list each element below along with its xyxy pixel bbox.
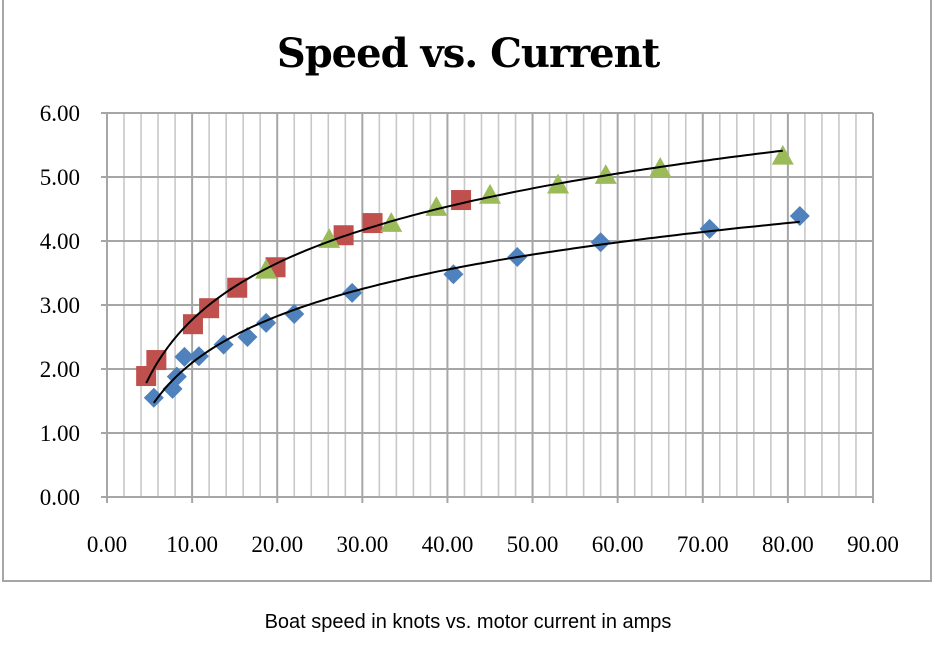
trendlines (145, 149, 800, 404)
square-marker (136, 366, 157, 387)
x-tick-label: 30.00 (336, 532, 388, 557)
y-tick-label: 0.00 (40, 485, 80, 510)
triangle-marker (594, 164, 617, 184)
x-tick-label: 90.00 (847, 532, 899, 557)
square-marker (199, 298, 220, 319)
x-tick-label: 40.00 (422, 532, 474, 557)
diamond-marker (590, 232, 611, 253)
y-tick-label: 2.00 (40, 357, 80, 382)
y-tick-label: 1.00 (40, 421, 80, 446)
diamond-marker (342, 282, 363, 303)
x-tick-label: 60.00 (592, 532, 644, 557)
triangle-marker (479, 183, 501, 204)
plot-area: 0.00 10.00 20.00 30.00 40.00 50.00 60.00 70.00 8… (40, 101, 899, 557)
square-marker (333, 225, 354, 246)
gridlines (101, 112, 874, 503)
x-tick-label: 10.00 (166, 532, 218, 557)
triangle-marker (425, 196, 448, 216)
upper-trend-line (145, 149, 783, 384)
chart-frame (2, 0, 932, 582)
diamond-marker (174, 346, 195, 367)
y-tick-label: 6.00 (40, 101, 80, 126)
chart-caption: Boat speed in knots vs. motor current in… (264, 611, 672, 633)
data-markers (136, 144, 810, 408)
axis-tick-labels: 0.00 10.00 20.00 30.00 40.00 50.00 60.00 70.00 8… (40, 101, 899, 557)
x-tick-label: 20.00 (251, 532, 303, 557)
x-tick-label: 80.00 (762, 532, 814, 557)
diamond-marker (699, 218, 720, 239)
square-marker (451, 190, 472, 211)
y-tick-label: 4.00 (40, 229, 80, 254)
x-tick-label: 0.00 (87, 532, 127, 557)
diamond-marker (143, 387, 164, 408)
chart-title: Speed vs. Current (276, 30, 660, 77)
lower-trend-line (152, 220, 800, 404)
x-tick-label: 50.00 (507, 532, 559, 557)
y-tick-label: 3.00 (40, 293, 80, 318)
square-marker (182, 314, 203, 335)
x-tick-label: 70.00 (677, 532, 729, 557)
y-tick-label: 5.00 (40, 165, 80, 190)
diamond-marker (789, 206, 810, 227)
triangle-marker (771, 144, 794, 165)
